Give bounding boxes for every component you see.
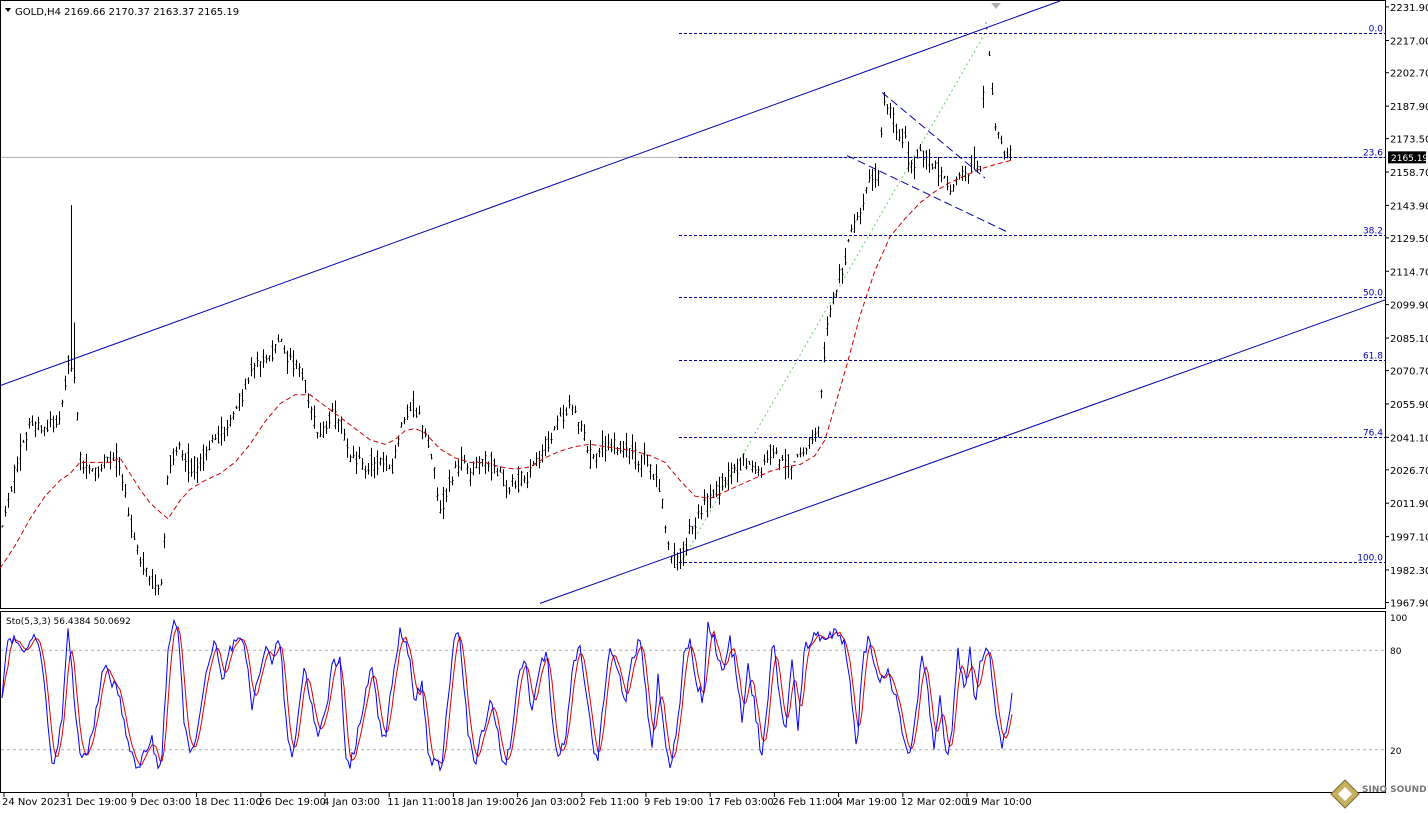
stochastic-level-label: 80 <box>1390 647 1402 657</box>
time-tick-label: 26 Dec 19:00 <box>259 797 326 808</box>
time-tick-label: 9 Dec 03:00 <box>130 797 191 808</box>
triangle-lower-line[interactable] <box>846 155 1009 233</box>
price-tick-label: 2041.10 <box>1390 433 1428 444</box>
fib-trend-line[interactable] <box>679 31 987 565</box>
time-tick-label: 12 Mar 02:00 <box>901 797 968 808</box>
fib-level-label: 0.0 <box>1369 25 1384 35</box>
chart-shift-marker-icon[interactable] <box>991 3 1001 9</box>
price-tick-label: 2173.50 <box>1390 135 1428 146</box>
time-tick-label: 17 Feb 03:00 <box>708 797 774 808</box>
price-tick-label: 2129.50 <box>1390 234 1428 245</box>
current-price-label: 2165.19 <box>1391 154 1428 164</box>
time-tick-label: 19 Mar 10:00 <box>965 797 1032 808</box>
time-tick-label: 11 Jan 11:00 <box>387 797 450 808</box>
stochastic-level-label: 100 <box>1390 614 1407 624</box>
fibonacci-levels: 0.0 23.6 38.2 50.0 61.8 76.4 100.0 <box>679 25 1385 564</box>
stochastic-header: Sto(5,3,3) 56.4384 50.0692 <box>6 617 131 627</box>
price-tick-label: 2070.70 <box>1390 367 1428 378</box>
time-tick-label: 18 Jan 19:00 <box>451 797 514 808</box>
svg-text:SINO SOUND: SINO SOUND <box>1362 785 1427 795</box>
main-plot-area <box>0 0 1386 604</box>
fib-level-label: 61.8 <box>1363 352 1383 362</box>
fib-level-label: 50.0 <box>1363 289 1383 299</box>
stochastic-plot: 100 80 20 <box>1 614 1407 772</box>
price-tick-label: 1982.30 <box>1390 566 1428 577</box>
price-tick-label: 2187.90 <box>1390 102 1428 113</box>
time-tick-label: 4 Mar 19:00 <box>837 797 897 808</box>
time-tick-label: 1 Dec 19:00 <box>66 797 127 808</box>
fib-level-label: 76.4 <box>1363 429 1383 439</box>
price-tick-label: 2099.90 <box>1390 301 1428 312</box>
price-tick-label: 1997.10 <box>1390 533 1428 544</box>
time-tick-label: 4 Jan 03:00 <box>323 797 380 808</box>
symbol-dropdown-icon[interactable] <box>5 8 11 12</box>
price-tick-label: 1967.90 <box>1390 598 1428 609</box>
price-tick-label: 2158.70 <box>1390 168 1428 179</box>
indicator-panel-frame <box>0 611 1386 793</box>
time-tick-label: 2 Feb 11:00 <box>580 797 639 808</box>
symbol-header: GOLD,H4 2169.66 2170.37 2163.37 2165.19 <box>15 7 239 18</box>
price-axis[interactable]: 2231.90 2217.00 2202.70 2187.90 2173.50 2158.… <box>1385 3 1428 610</box>
stochastic-level-label: 20 <box>1390 747 1402 757</box>
fib-level-label: 38.2 <box>1363 227 1383 237</box>
time-tick-label: 26 Feb 11:00 <box>772 797 838 808</box>
price-tick-label: 2085.10 <box>1390 334 1428 345</box>
price-tick-label: 2011.90 <box>1390 499 1428 510</box>
price-tick-label: 2231.90 <box>1390 3 1428 14</box>
triangle-upper-line[interactable] <box>881 91 986 179</box>
price-tick-label: 2202.70 <box>1390 69 1428 80</box>
moving-average-line <box>0 159 1013 569</box>
price-tick-label: 2026.70 <box>1390 466 1428 477</box>
main-panel-frame <box>0 0 1386 609</box>
price-tick-label: 2217.00 <box>1390 36 1428 47</box>
time-axis[interactable]: 24 Nov 2023 1 Dec 19:00 9 Dec 03:00 18 Dec … <box>2 793 1032 808</box>
fib-level-label: 100.0 <box>1357 554 1383 564</box>
channel-upper-line[interactable] <box>0 0 1061 387</box>
price-tick-label: 2143.90 <box>1390 201 1428 212</box>
channel-lower-line[interactable] <box>539 299 1386 604</box>
time-tick-label: 9 Feb 19:00 <box>644 797 703 808</box>
time-tick-label: 18 Dec 11:00 <box>195 797 262 808</box>
price-tick-label: 2055.90 <box>1390 400 1428 411</box>
watermark-logo: SINO SOUND <box>1330 779 1427 809</box>
fib-level-label: 23.6 <box>1363 149 1383 159</box>
time-tick-label: 26 Jan 03:00 <box>516 797 579 808</box>
time-tick-label: 24 Nov 2023 <box>2 797 66 808</box>
stochastic-main-line <box>1 618 1013 772</box>
current-price-tag <box>1388 151 1426 164</box>
price-tick-label: 2114.70 <box>1390 267 1428 278</box>
candles <box>1 22 1012 596</box>
